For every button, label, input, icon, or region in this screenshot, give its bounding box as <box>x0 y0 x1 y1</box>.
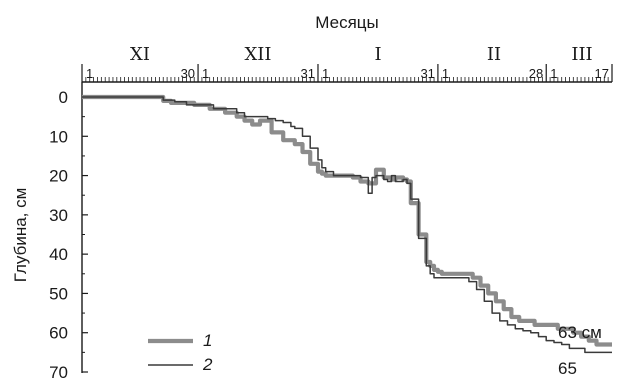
series-layer <box>82 94 612 354</box>
y-axis-title: Глубина, см <box>11 188 30 283</box>
y-tick-label: 60 <box>49 324 68 343</box>
y-tick-label: 40 <box>49 245 68 264</box>
y-axis: 0 10 20 30 40 50 60 70 <box>49 82 88 382</box>
legend-label: 1 <box>203 331 212 350</box>
day-tick-label: 1 <box>322 66 329 81</box>
series-1-end-label: 63 см <box>558 323 602 342</box>
y-tick-label: 30 <box>49 206 68 225</box>
day-tick-label: 31 <box>301 66 315 81</box>
day-tick-label: 1 <box>442 66 449 81</box>
month-label: XII <box>244 44 271 65</box>
y-tick-label: 50 <box>49 284 68 303</box>
day-tick-label: 1 <box>550 66 557 81</box>
series-2-line <box>82 96 612 354</box>
y-tick-label: 70 <box>49 363 68 382</box>
month-label: XI <box>130 44 150 65</box>
x-axis-title: Месяцы <box>315 13 378 32</box>
day-tick-label: 17 <box>595 66 609 81</box>
day-axis: 1 30 1 31 1 31 1 28 1 17 <box>81 64 613 83</box>
day-tick-label: 1 <box>86 66 93 81</box>
month-label: II <box>487 44 501 65</box>
day-tick-label: 1 <box>202 66 209 81</box>
day-tick-label: 30 <box>181 66 195 81</box>
legend-label: 2 <box>202 355 213 374</box>
y-tick-label: 20 <box>49 167 68 186</box>
end-labels: 63 см 65 <box>558 323 602 378</box>
series-1-line <box>82 94 612 347</box>
y-tick-label: 0 <box>59 88 68 107</box>
month-label: III <box>571 44 592 65</box>
month-label: I <box>374 44 381 65</box>
day-tick-label: 31 <box>420 66 434 81</box>
day-tick-label: 28 <box>529 66 543 81</box>
y-tick-label: 10 <box>49 127 68 146</box>
series-2-end-label: 65 <box>558 359 577 378</box>
month-labels: XI XII I II III <box>130 44 593 65</box>
legend: 12 <box>148 331 213 374</box>
